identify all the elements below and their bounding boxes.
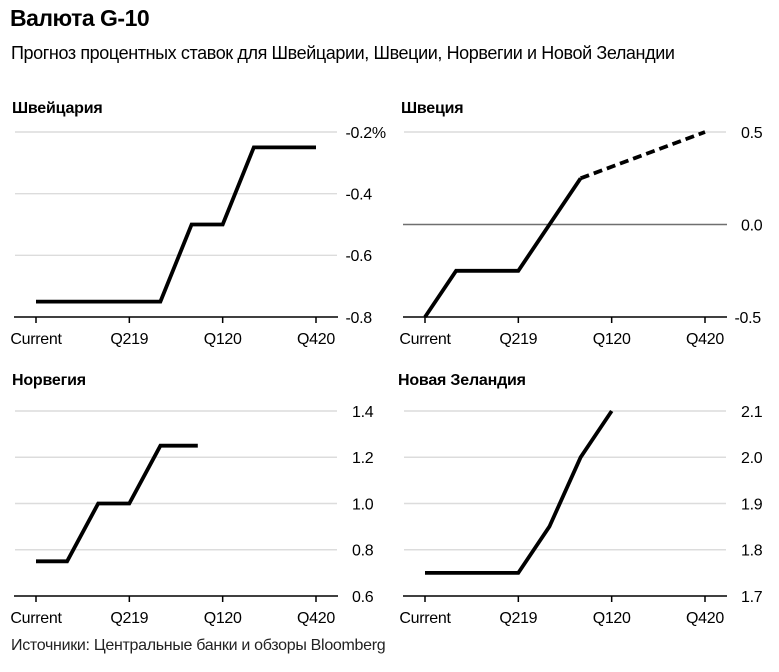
x-tick-label: Q420 <box>297 610 335 627</box>
y-tick-label: 1.2 <box>352 450 374 467</box>
x-tick-label: Q120 <box>593 610 631 627</box>
y-tick-label: -0.8 <box>346 310 373 327</box>
series-line-dashed <box>579 130 706 181</box>
x-tick-label: Q120 <box>593 331 631 348</box>
chart-plot-norway: 1.4 1.2 1.0 0.8 0.6 Current Q219 Q120 Q420 <box>10 404 374 627</box>
page-subtitle: Прогноз процентных ставок для Швейцарии,… <box>11 43 675 63</box>
x-tick-label: Current <box>10 610 62 627</box>
source-note: Источники: Центральные банки и обзоры Bl… <box>11 637 386 654</box>
chart-plot-sweden: 0.5 0.0 -0.5 Current Q219 Q120 Q420 <box>399 125 763 348</box>
y-tick-label: 0.5 <box>741 125 763 142</box>
x-tick-label: Current <box>399 331 451 348</box>
y-tick-label: -0.5 <box>735 310 762 327</box>
series-line-solid <box>425 409 614 575</box>
y-tick-label: -0.2% <box>346 125 386 142</box>
y-tick-label: 1.9 <box>741 496 763 513</box>
chart-plot-new-zealand: 2.1 2.0 1.9 1.8 1.7 Current Q219 Q120 Q420 <box>399 404 763 627</box>
y-tick-label: 2.0 <box>741 450 763 467</box>
chart-title-sweden: Швеция <box>401 100 464 117</box>
y-tick-label: -0.6 <box>346 248 373 265</box>
series-line-solid <box>36 443 198 564</box>
x-tick-label: Q420 <box>686 610 724 627</box>
y-tick-label: 1.7 <box>741 589 763 606</box>
chart-title-switzerland: Швейцария <box>12 100 103 117</box>
y-tick-label: 1.4 <box>352 404 374 421</box>
y-tick-label: 0.8 <box>352 543 374 560</box>
y-tick-label: 1.0 <box>352 496 374 513</box>
chart-title-norway: Норвегия <box>12 372 86 389</box>
chart-panel-norway: Норвегия 1.4 1.2 1.0 0.8 0.6 Current Q219 Q120 Q… <box>0 372 390 644</box>
series-line-solid <box>423 177 583 319</box>
x-tick-label: Q219 <box>110 610 148 627</box>
x-tick-label: Q420 <box>686 331 724 348</box>
x-tick-label: Q219 <box>499 331 537 348</box>
page-title: Валюта G-10 <box>10 5 150 31</box>
y-tick-label: 0.6 <box>352 589 374 606</box>
x-tick-label: Q120 <box>204 331 242 348</box>
chart-panel-switzerland: Швейцария -0.2% -0.4 -0.6 -0.8 Current Q219 Q1… <box>0 100 390 372</box>
chart-panel-sweden: Швеция 0.5 0.0 -0.5 Current Q219 Q120 Q420 <box>389 100 779 372</box>
y-tick-label: 0.0 <box>741 217 763 234</box>
chart-panel-new-zealand: Новая Зеландия 2.1 2.0 1.9 1.8 1.7 Current Q21… <box>389 372 779 644</box>
y-tick-label: -0.4 <box>346 187 373 204</box>
x-tick-label: Current <box>399 610 451 627</box>
y-tick-label: 1.8 <box>741 543 763 560</box>
y-tick-label: 2.1 <box>741 404 763 421</box>
chart-plot-switzerland: -0.2% -0.4 -0.6 -0.8 Current Q219 Q120 Q420 <box>10 125 386 348</box>
x-tick-label: Q219 <box>110 331 148 348</box>
x-tick-label: Q120 <box>204 610 242 627</box>
x-tick-label: Current <box>10 331 62 348</box>
chart-title-new-zealand: Новая Зеландия <box>398 372 526 389</box>
x-tick-label: Q219 <box>499 610 537 627</box>
x-tick-label: Q420 <box>297 331 335 348</box>
series-line-solid <box>36 145 316 304</box>
